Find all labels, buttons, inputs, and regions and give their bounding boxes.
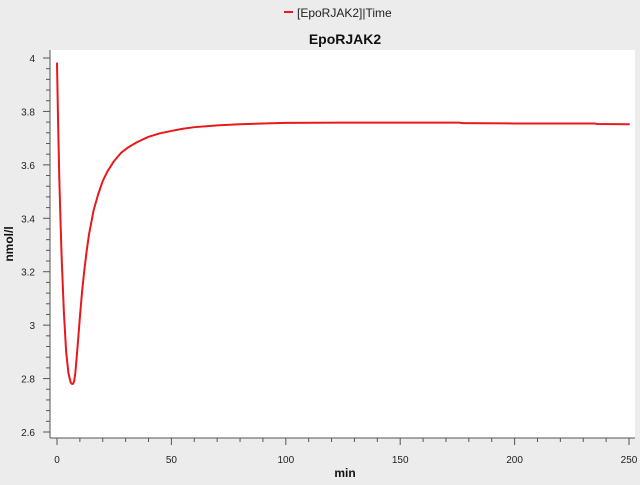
y-tick-label: 3.4 — [21, 214, 35, 225]
x-tick-label: 50 — [166, 455, 178, 466]
series-line — [56, 62, 630, 385]
y-axis-label: nmol/l — [2, 226, 16, 261]
legend: [EpoRJAK2]|Time — [284, 6, 392, 20]
chart-title: EpoRJAK2 — [309, 31, 382, 47]
plot-area — [50, 50, 635, 438]
x-tick-label: 200 — [506, 455, 523, 466]
y-tick-label: 3 — [29, 321, 35, 332]
y-axis: 2.6 2.8 3 3.2 3.4 3.6 3.8 4 — [21, 50, 51, 439]
y-tick-label: 2.8 — [21, 375, 35, 386]
y-tick-label: 3.2 — [21, 268, 35, 279]
y-tick-label: 3.8 — [21, 107, 35, 118]
x-tick-label: 150 — [392, 455, 409, 466]
x-axis-label: min — [334, 466, 355, 480]
x-axis: 0 50 100 150 200 250 — [50, 437, 638, 466]
x-tick-label: 100 — [277, 455, 294, 466]
y-tick-label: 3.6 — [21, 161, 35, 172]
y-tick-label: 4 — [29, 54, 35, 65]
series-layer — [56, 62, 630, 385]
x-tick-label: 0 — [54, 455, 60, 466]
x-tick-label: 250 — [621, 455, 638, 466]
y-tick-label: 2.6 — [21, 428, 35, 439]
legend-label: [EpoRJAK2]|Time — [297, 6, 392, 20]
